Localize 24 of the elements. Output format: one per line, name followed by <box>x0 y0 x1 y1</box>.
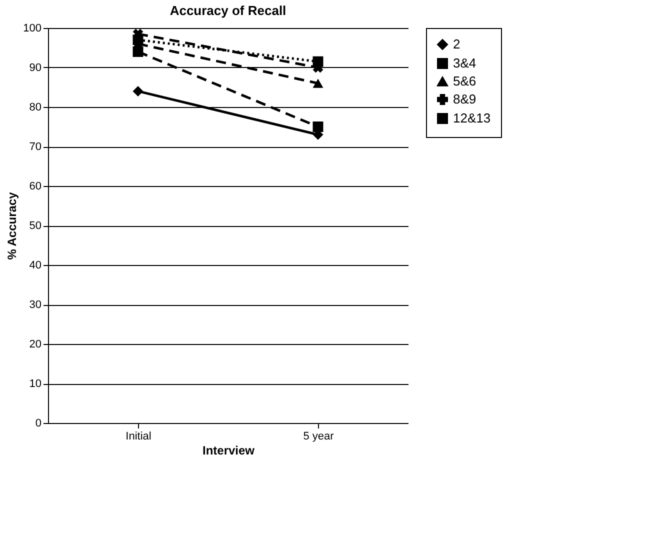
y-tick-label: 100 <box>23 22 42 34</box>
y-tick-label: 80 <box>29 102 42 114</box>
legend-label: 2 <box>453 36 460 52</box>
y-tick-label: 90 <box>29 62 42 74</box>
x-tick-label: Initial <box>126 430 152 442</box>
y-tick-label: 30 <box>29 299 42 311</box>
y-tick-label: 50 <box>29 220 42 232</box>
point <box>312 56 324 67</box>
y-tick-label: 0 <box>35 418 42 430</box>
point <box>132 86 144 96</box>
y-axis-title: % Accuracy <box>5 192 20 260</box>
y-tick-label: 70 <box>29 141 42 153</box>
x-tick-label: 5 year <box>303 430 334 442</box>
legend-label: 8&9 <box>453 92 476 106</box>
legend-label: 12&13 <box>453 110 491 126</box>
legend-label: 5&6 <box>453 74 476 88</box>
y-tick-label: 60 <box>29 180 42 192</box>
y-tick-label: 10 <box>29 378 42 390</box>
legend-label: 3&4 <box>453 56 476 70</box>
point <box>312 122 324 132</box>
y-tick-label: 40 <box>29 260 42 272</box>
chart-title: Accuracy of Recall <box>170 3 286 18</box>
x-axis-title: Interview <box>202 444 256 458</box>
y-tick-label: 20 <box>29 338 42 350</box>
